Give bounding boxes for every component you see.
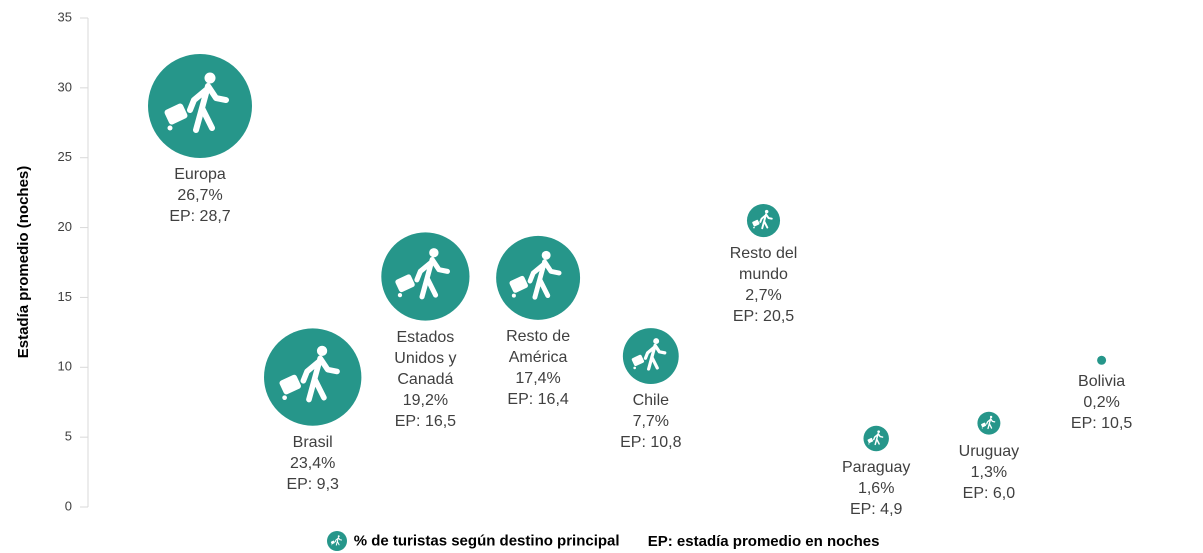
category-label: Resto de América bbox=[506, 327, 571, 366]
data-label: Uruguay 1,3% EP: 6,0 bbox=[951, 441, 1027, 504]
y-tick-label: 15 bbox=[58, 289, 72, 304]
value-label: EP: 9,3 bbox=[286, 475, 339, 493]
icon-wheel bbox=[511, 293, 516, 298]
person-icon bbox=[867, 430, 884, 446]
legend: % de turistas según destino principal EP… bbox=[0, 530, 1203, 552]
value-label: EP: 10,5 bbox=[1070, 414, 1133, 432]
icon-body bbox=[873, 432, 884, 446]
icon-bag bbox=[164, 103, 188, 125]
person-icon bbox=[164, 72, 229, 134]
icon-wheel bbox=[167, 125, 173, 131]
data-label: Estados Unidos y Canadá 19,2% EP: 16,5 bbox=[387, 327, 463, 432]
icon-body bbox=[643, 343, 667, 371]
size-label: 1,3% bbox=[970, 463, 1008, 481]
icon-bag bbox=[279, 374, 301, 395]
legend-label: % de turistas según destino principal bbox=[353, 532, 620, 550]
y-tick-label: 10 bbox=[58, 359, 72, 374]
y-tick-label: 0 bbox=[65, 498, 72, 513]
icon-head bbox=[764, 209, 769, 214]
y-tick-label: 20 bbox=[58, 219, 72, 234]
icon-body bbox=[527, 259, 562, 300]
value-label: EP: 6,0 bbox=[962, 484, 1016, 502]
bubble bbox=[1097, 355, 1107, 365]
size-label: 19,2% bbox=[402, 391, 449, 409]
y-tick-label: 30 bbox=[58, 79, 72, 94]
icon-wheel bbox=[397, 293, 403, 298]
data-label: Europa 26,7% EP: 28,7 bbox=[162, 164, 238, 227]
value-label: EP: 16,4 bbox=[507, 390, 569, 408]
icon-body bbox=[300, 355, 340, 403]
data-label: Paraguay 1,6% EP: 4,9 bbox=[838, 457, 914, 520]
icon-body bbox=[187, 83, 229, 134]
size-label: 2,7% bbox=[745, 287, 782, 305]
person-icon bbox=[509, 250, 562, 300]
data-label: Resto de América 17,4% EP: 16,4 bbox=[500, 326, 576, 410]
category-label: Brasil bbox=[292, 433, 333, 451]
icon-body bbox=[414, 256, 450, 300]
person-icon bbox=[752, 209, 773, 230]
icon-wheel bbox=[282, 395, 287, 401]
icon-head bbox=[877, 430, 880, 434]
category-label: Paraguay bbox=[841, 459, 911, 477]
icon-wheel bbox=[633, 366, 637, 370]
size-label: 26,7% bbox=[177, 187, 223, 205]
icon-bag bbox=[631, 354, 645, 367]
legend-icon bbox=[326, 531, 347, 551]
value-label: EP: 20,5 bbox=[732, 308, 795, 326]
icon-wheel bbox=[330, 544, 332, 546]
size-label: 23,4% bbox=[290, 454, 336, 472]
category-label: Uruguay bbox=[958, 442, 1020, 460]
person-icon bbox=[330, 535, 342, 546]
person-icon bbox=[395, 248, 450, 300]
icon-head bbox=[204, 72, 216, 84]
value-label: EP: 4,9 bbox=[849, 501, 903, 519]
icon-bag bbox=[509, 275, 528, 293]
data-label: Resto del mundo 2,7% EP: 20,5 bbox=[726, 243, 802, 327]
icon-head bbox=[989, 415, 993, 419]
value-label: EP: 16,5 bbox=[394, 412, 457, 430]
icon-wheel bbox=[753, 226, 755, 229]
y-tick-label: 35 bbox=[58, 9, 72, 24]
category-label: Bolivia bbox=[1078, 372, 1126, 390]
category-label: Resto del mundo bbox=[729, 245, 798, 284]
icon-head bbox=[653, 338, 660, 345]
icon-bag bbox=[981, 422, 987, 428]
icon-body bbox=[334, 537, 342, 546]
icon-head bbox=[337, 535, 340, 538]
icon-bag bbox=[867, 437, 874, 444]
y-tick-label: 25 bbox=[58, 149, 72, 164]
person-icon bbox=[981, 415, 996, 430]
category-label: Estados Unidos y Canadá bbox=[394, 328, 457, 388]
value-label: EP: 28,7 bbox=[169, 208, 231, 226]
category-label: Chile bbox=[632, 392, 670, 410]
icon-wheel bbox=[981, 427, 983, 429]
icon-bag bbox=[752, 219, 760, 227]
size-label: 1,6% bbox=[857, 480, 895, 498]
icon-bag bbox=[395, 274, 415, 293]
y-axis-title: Estadía promedio (noches) bbox=[15, 166, 32, 359]
size-label: 0,2% bbox=[1083, 393, 1120, 411]
legend-note: EP: estadía promedio en noches bbox=[647, 532, 880, 550]
size-label: 7,7% bbox=[632, 413, 670, 431]
value-label: EP: 10,8 bbox=[620, 434, 682, 452]
person-icon bbox=[279, 345, 340, 403]
icon-head bbox=[429, 248, 439, 258]
icon-bag bbox=[330, 540, 335, 545]
data-label: Bolivia 0,2% EP: 10,5 bbox=[1064, 371, 1140, 434]
y-tick-label: 5 bbox=[65, 429, 72, 444]
icon-body bbox=[759, 213, 773, 230]
person-icon bbox=[631, 338, 667, 371]
icon-body bbox=[986, 418, 996, 430]
icon-head bbox=[541, 250, 551, 260]
size-label: 17,4% bbox=[515, 369, 561, 387]
data-label: Chile 7,7% EP: 10,8 bbox=[613, 390, 689, 453]
icon-head bbox=[316, 345, 328, 357]
category-label: Europa bbox=[174, 166, 226, 184]
icon-wheel bbox=[868, 443, 870, 445]
data-label: Brasil 23,4% EP: 9,3 bbox=[275, 432, 351, 495]
